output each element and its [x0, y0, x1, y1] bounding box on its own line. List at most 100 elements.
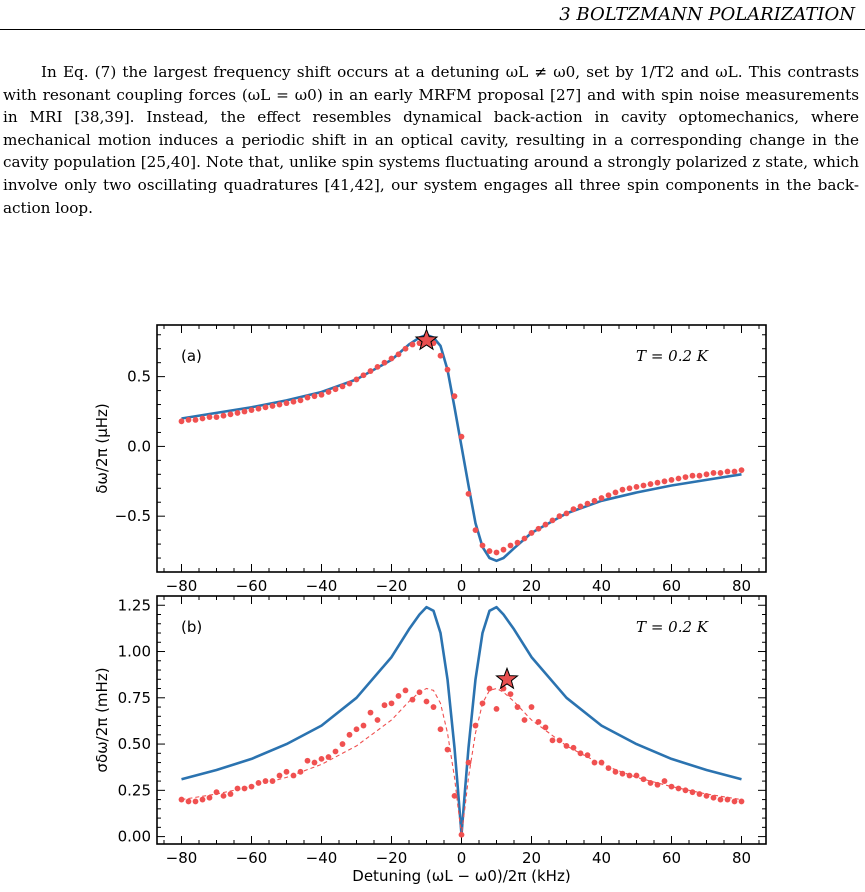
- data-point: [255, 405, 262, 412]
- x-tick-label: 60: [662, 849, 681, 867]
- data-point: [514, 539, 521, 546]
- y-axis-label: δω/2π (μHz): [93, 403, 111, 494]
- data-point: [724, 468, 731, 475]
- data-point: [262, 404, 269, 411]
- data-point: [297, 397, 304, 404]
- data-point: [507, 542, 514, 549]
- data-point: [577, 503, 584, 510]
- panel-label: (b): [181, 618, 202, 636]
- x-tick-label: 0: [457, 849, 467, 867]
- data-point: [444, 366, 451, 373]
- data-point: [192, 416, 199, 423]
- data-point: [178, 418, 185, 425]
- data-point: [374, 717, 381, 723]
- x-tick-label: 0: [457, 577, 467, 595]
- x-tick-label: −40: [306, 577, 338, 595]
- data-point: [458, 433, 465, 440]
- data-point: [402, 345, 409, 352]
- data-point: [577, 750, 584, 757]
- star-marker: [414, 327, 439, 351]
- data-point: [437, 726, 444, 733]
- y-tick-label: 1.00: [118, 643, 151, 661]
- theory-curve: [181, 333, 742, 563]
- data-point: [640, 482, 647, 489]
- data-point: [647, 481, 654, 487]
- x-tick-label: −80: [166, 849, 198, 867]
- data-point: [465, 759, 472, 766]
- data-point: [199, 415, 206, 422]
- data-point: [276, 772, 283, 779]
- data-point: [381, 702, 388, 709]
- data-point: [290, 398, 297, 405]
- data-point: [430, 704, 437, 710]
- y-tick-label: 0.25: [118, 781, 151, 799]
- data-point: [633, 483, 640, 490]
- data-point: [717, 470, 724, 476]
- data-point: [584, 500, 591, 507]
- data-point: [682, 787, 689, 794]
- figure-canvas: −80 −60 −40 −20 0 20 40 60 80 −0.5 0.0 0.5 (a) T = 0.…: [93, 324, 767, 885]
- data-point: [605, 492, 612, 499]
- x-tick-label: −20: [376, 577, 408, 595]
- x-tick-label: 40: [592, 849, 611, 867]
- data-point: [486, 548, 493, 554]
- data-point: [549, 737, 556, 744]
- data-point: [213, 414, 220, 421]
- data-point: [255, 780, 262, 786]
- data-point: [528, 530, 535, 536]
- data-point: [703, 792, 710, 799]
- data-point: [199, 796, 206, 803]
- data-point: [248, 407, 255, 414]
- data-point: [619, 486, 626, 493]
- x-tick-label: 20: [522, 849, 541, 867]
- data-point: [570, 744, 577, 751]
- data-point: [206, 414, 213, 421]
- data-point: [346, 731, 353, 738]
- temperature-annotation: T = 0.2 K: [636, 347, 709, 365]
- data-point: [612, 768, 619, 775]
- data-point: [535, 525, 542, 532]
- x-tick-label: −60: [236, 577, 268, 595]
- data-point: [360, 722, 367, 729]
- data-point: [542, 724, 549, 731]
- data-point: [563, 743, 570, 749]
- data-point: [241, 785, 248, 792]
- data-point: [472, 722, 479, 729]
- data-point: [332, 748, 339, 755]
- x-tick-label: −80: [166, 577, 198, 595]
- data-point: [241, 408, 248, 415]
- data-point: [717, 796, 724, 803]
- data-point: [703, 471, 710, 478]
- data-point: [353, 726, 360, 733]
- data-point: [185, 798, 192, 805]
- data-point: [668, 783, 675, 790]
- x-tick-label: 40: [592, 577, 611, 595]
- data-point: [479, 542, 486, 549]
- data-point: [451, 393, 458, 400]
- data-point: [227, 411, 234, 418]
- data-point: [185, 416, 192, 423]
- data-point: [339, 741, 346, 747]
- data-point: [360, 372, 367, 379]
- data-point: [521, 535, 528, 542]
- data-point: [318, 391, 325, 398]
- data-point: [325, 754, 332, 760]
- data-point: [521, 717, 528, 723]
- y-tick-label: 0.00: [118, 828, 151, 846]
- y-tick-label: 0.0: [127, 437, 151, 455]
- data-point: [381, 359, 388, 366]
- data-point: [654, 781, 661, 788]
- data-point: [437, 352, 444, 359]
- data-point: [409, 341, 416, 348]
- data-point: [647, 780, 654, 786]
- data-point: [661, 778, 668, 784]
- data-point: [388, 700, 395, 707]
- data-point: [409, 696, 416, 703]
- data-point: [472, 527, 479, 534]
- data-point: [696, 791, 703, 797]
- data-point: [458, 831, 465, 838]
- data-point: [318, 755, 325, 762]
- data-point: [269, 403, 276, 409]
- data-point: [598, 759, 605, 766]
- data-point: [388, 355, 395, 362]
